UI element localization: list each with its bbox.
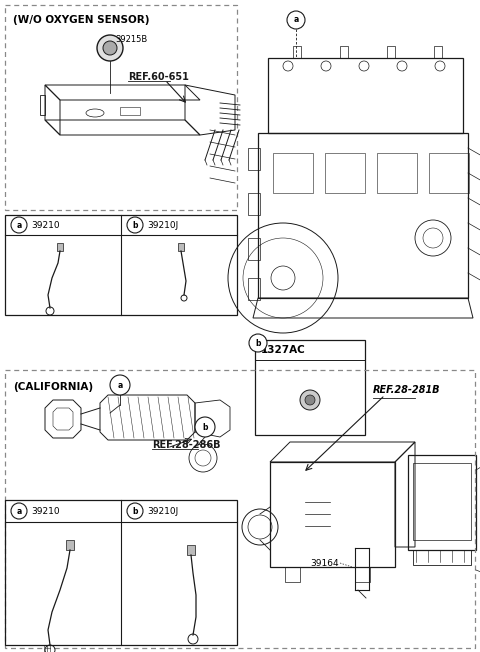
Text: b: b bbox=[132, 507, 138, 516]
Circle shape bbox=[287, 11, 305, 29]
Circle shape bbox=[103, 41, 117, 55]
Polygon shape bbox=[178, 243, 184, 251]
Polygon shape bbox=[66, 540, 74, 550]
Text: 39210: 39210 bbox=[31, 507, 60, 516]
Text: 39164: 39164 bbox=[310, 559, 338, 567]
Text: (W/O OXYGEN SENSOR): (W/O OXYGEN SENSOR) bbox=[13, 15, 149, 25]
Text: 39215B: 39215B bbox=[115, 35, 147, 44]
Text: b: b bbox=[132, 220, 138, 230]
Circle shape bbox=[195, 417, 215, 437]
Text: (CALIFORNIA): (CALIFORNIA) bbox=[13, 382, 93, 392]
Text: b: b bbox=[255, 338, 261, 348]
Circle shape bbox=[110, 375, 130, 395]
Circle shape bbox=[300, 390, 320, 410]
Text: 39210J: 39210J bbox=[147, 220, 178, 230]
Circle shape bbox=[11, 217, 27, 233]
Text: REF.28-281B: REF.28-281B bbox=[373, 385, 441, 395]
Circle shape bbox=[305, 395, 315, 405]
Text: REF.28-286B: REF.28-286B bbox=[152, 440, 220, 450]
Text: b: b bbox=[202, 422, 208, 432]
Text: a: a bbox=[293, 16, 299, 25]
Text: 39210J: 39210J bbox=[147, 507, 178, 516]
Polygon shape bbox=[187, 545, 195, 555]
Text: a: a bbox=[118, 381, 122, 389]
Text: 1327AC: 1327AC bbox=[261, 345, 306, 355]
Text: a: a bbox=[16, 507, 22, 516]
Circle shape bbox=[127, 503, 143, 519]
Polygon shape bbox=[57, 243, 63, 251]
Text: REF.60-651: REF.60-651 bbox=[128, 72, 189, 82]
Text: a: a bbox=[16, 220, 22, 230]
Text: 39210: 39210 bbox=[31, 220, 60, 230]
Circle shape bbox=[97, 35, 123, 61]
Circle shape bbox=[127, 217, 143, 233]
Circle shape bbox=[11, 503, 27, 519]
Circle shape bbox=[249, 334, 267, 352]
